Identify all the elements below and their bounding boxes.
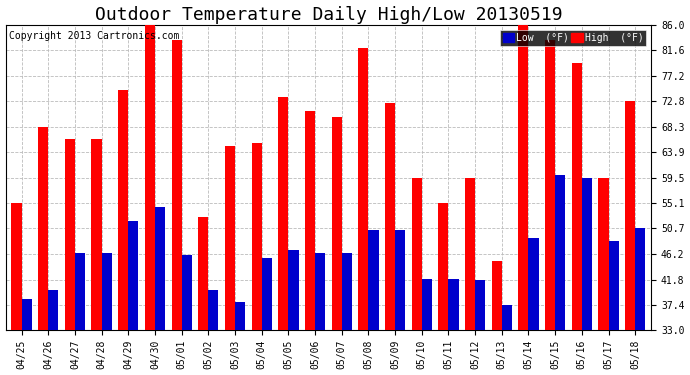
Bar (572, 63, 582, 330)
Bar (315, 253, 325, 330)
Bar (208, 290, 219, 330)
Bar (609, 241, 619, 330)
Bar (288, 250, 299, 330)
Bar (582, 178, 592, 330)
Bar (422, 279, 432, 330)
Bar (598, 178, 609, 330)
Title: Outdoor Temperature Daily High/Low 20130519: Outdoor Temperature Daily High/Low 20130… (95, 6, 562, 24)
Bar (48, 290, 59, 330)
Bar (12, 203, 21, 330)
Bar (358, 48, 368, 330)
Bar (492, 261, 502, 330)
Bar (75, 253, 85, 330)
Bar (305, 111, 315, 330)
Bar (155, 207, 165, 330)
Bar (332, 117, 342, 330)
Bar (555, 175, 565, 330)
Bar (395, 230, 405, 330)
Bar (502, 305, 512, 330)
Bar (545, 39, 555, 330)
Bar (448, 279, 459, 330)
Bar (235, 302, 245, 330)
Bar (465, 178, 475, 330)
Bar (145, 21, 155, 330)
Bar (128, 221, 139, 330)
Bar (342, 253, 352, 330)
Bar (475, 280, 485, 330)
Bar (368, 230, 379, 330)
Bar (438, 203, 449, 330)
Bar (92, 139, 101, 330)
Bar (278, 97, 288, 330)
Bar (518, 25, 529, 330)
Bar (529, 238, 539, 330)
Bar (262, 258, 272, 330)
Bar (101, 253, 112, 330)
Bar (385, 103, 395, 330)
Bar (21, 298, 32, 330)
Bar (118, 90, 128, 330)
Bar (38, 127, 48, 330)
Bar (412, 178, 422, 330)
Text: Copyright 2013 Cartronics.com: Copyright 2013 Cartronics.com (9, 31, 179, 41)
Bar (225, 146, 235, 330)
Bar (625, 101, 635, 330)
Bar (635, 228, 645, 330)
Legend: Low  (°F), High  (°F): Low (°F), High (°F) (500, 30, 647, 46)
Bar (65, 139, 75, 330)
Bar (252, 143, 262, 330)
Bar (181, 255, 192, 330)
Bar (172, 39, 181, 330)
Bar (198, 217, 208, 330)
